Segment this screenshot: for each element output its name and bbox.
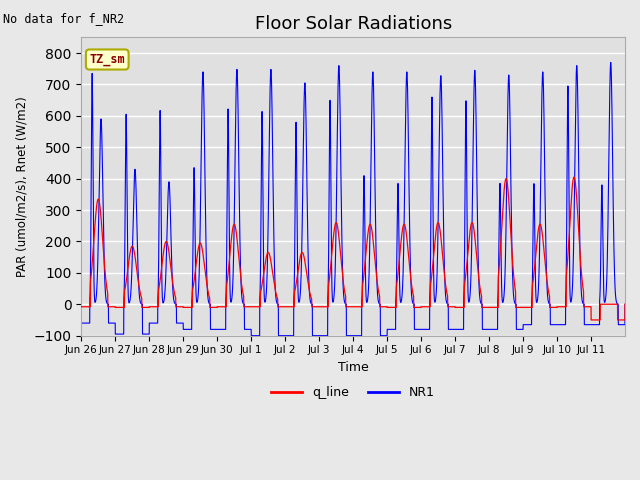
Text: No data for f_NR2: No data for f_NR2 <box>3 12 124 25</box>
Title: Floor Solar Radiations: Floor Solar Radiations <box>255 15 452 33</box>
Y-axis label: PAR (umol/m2/s), Rnet (W/m2): PAR (umol/m2/s), Rnet (W/m2) <box>15 96 28 277</box>
X-axis label: Time: Time <box>338 361 369 374</box>
Legend: q_line, NR1: q_line, NR1 <box>266 381 440 404</box>
Text: TZ_sm: TZ_sm <box>90 53 125 66</box>
